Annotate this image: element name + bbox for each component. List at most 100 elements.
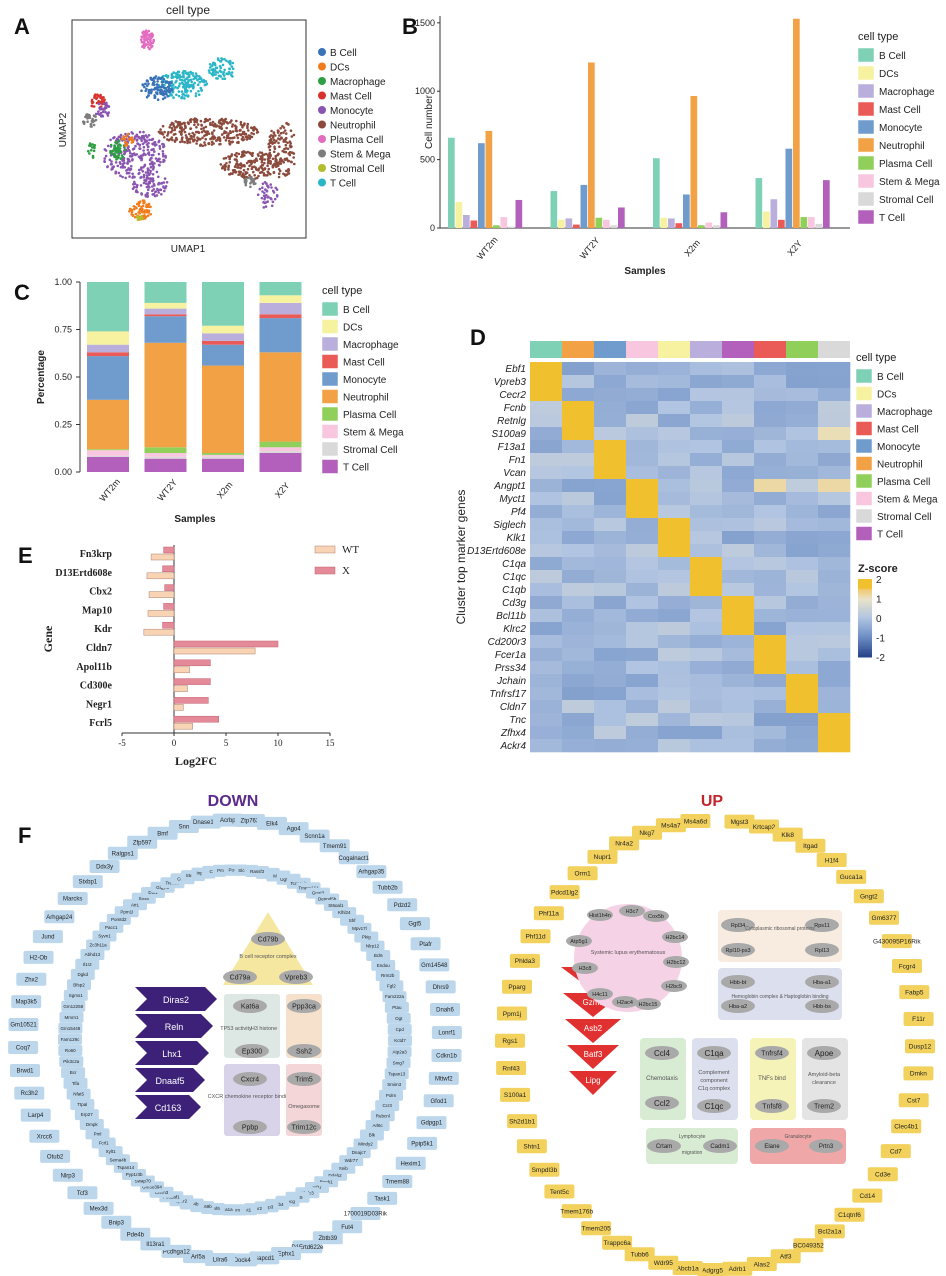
f-gene-pill-label: Apoe: [815, 1049, 834, 1058]
umap-point: [237, 152, 241, 156]
d-gene-label: Pf4: [511, 507, 526, 518]
umap-point: [121, 175, 124, 179]
umap-point: [241, 172, 245, 175]
umap-point: [269, 183, 273, 186]
b-bar-wt2m-dcs: [455, 202, 463, 228]
b-legend-swatch-stem-mega: [857, 173, 875, 189]
umap-point: [140, 208, 144, 211]
d-cell-klk1-neutrophil: [562, 531, 595, 545]
umap-point: [159, 77, 162, 80]
umap-point: [241, 130, 245, 134]
d-cell-s100a9-stem-mega: [626, 427, 659, 441]
umap-cluster-mast-cell: [90, 93, 107, 109]
f-lupus-node-label: Atp5g1: [570, 939, 587, 945]
umap-point: [92, 114, 96, 117]
d-cell-myct1-stromal-cell: [818, 492, 851, 506]
d-col-annot-b-cell: [530, 341, 562, 358]
umap-point: [119, 133, 123, 137]
f-down-outer-node-label: H2-Ob: [30, 956, 48, 962]
umap-point: [181, 93, 184, 96]
c-legend-title: cell type: [322, 285, 362, 297]
umap-point: [128, 168, 132, 172]
umap-point: [261, 155, 264, 159]
f-down-inner-node-label: Zc3h11a: [90, 943, 108, 948]
umap-point: [182, 75, 185, 79]
f-up-outer-node-label: Klk8: [781, 832, 794, 839]
umap-point: [170, 89, 174, 92]
d-gene-label: D13Ertd608e: [467, 546, 526, 557]
d-cell-ebf1-neutrophil: [562, 362, 595, 376]
umap-point: [284, 143, 288, 147]
umap-point: [128, 210, 131, 213]
d-cell-tnfrsf17-macrophage: [690, 687, 723, 701]
d-cell-vcan-dcs: [658, 466, 691, 480]
d-colorbar-step: [858, 635, 872, 638]
umap-point: [123, 148, 127, 151]
umap-point: [174, 85, 177, 89]
f-gene-pill-label: Kat6a: [241, 1003, 259, 1010]
umap-point: [168, 80, 172, 84]
umap-point: [219, 60, 223, 63]
f-gene-pill: [233, 999, 267, 1013]
d-cell-zfhx4-plasma-cell: [786, 726, 819, 740]
f-up-outer-node-label: Alas2: [754, 1261, 771, 1268]
d-cell-pf4-stem-mega: [626, 505, 659, 519]
d-gene-label: Zfhx4: [500, 728, 526, 739]
umap-point: [256, 193, 260, 196]
b-bar-wt2m-macrophage: [463, 215, 470, 228]
d-cell-fn1-b-cell: [530, 453, 563, 467]
umap-point: [158, 144, 161, 148]
f-group-label: Cytoplasmic ribosomal proteins: [745, 926, 815, 932]
umap-point: [194, 92, 198, 95]
d-cell-cd3g-monocyte: [594, 596, 627, 610]
umap-point: [274, 157, 277, 160]
f-down-outer-node-box: [372, 880, 403, 894]
umap-point: [121, 159, 124, 162]
d-cell-vcan-t-cell: [722, 466, 755, 480]
f-up-outer-node-label: C1qtnf6: [838, 1212, 861, 1219]
d-cell-fcer1a-t-cell: [722, 648, 755, 662]
umap-point: [219, 66, 223, 69]
f-down-inner-node-label: Il1r2: [83, 962, 92, 967]
umap-point: [271, 200, 275, 204]
umap-point: [175, 138, 179, 141]
f-down-inner-node-label: Dnajc7: [352, 1150, 367, 1155]
f-down-arrow-label: Cd163: [155, 1103, 182, 1113]
f-up-outer-node-box: [770, 1249, 801, 1264]
b-legend-swatch-stromal-cell: [857, 191, 875, 207]
umap-point: [216, 136, 220, 140]
c-bar-x2m-t-cell: [202, 458, 244, 472]
umap-point: [267, 159, 270, 163]
umap-point: [252, 170, 255, 174]
umap-point: [266, 157, 270, 161]
f-lupus-node-label: Hist1h4n: [589, 913, 611, 919]
f-gene-pill: [279, 970, 313, 984]
d-cell-cecr2-stem-mega: [626, 388, 659, 402]
d-cell-jchain-stem-mega: [626, 674, 659, 688]
d-legend-label-macrophage: Macrophage: [877, 407, 933, 418]
umap-point: [256, 153, 260, 156]
f-up-outer-node-label: Rnf43: [502, 1065, 520, 1072]
d-cell-retnlg-stromal-cell: [818, 414, 851, 428]
d-cell-cecr2-b-cell: [530, 388, 563, 402]
d-cell-prss34-stem-mega: [626, 661, 659, 675]
umap-point: [207, 69, 211, 72]
f-down-outer-node-box: [11, 995, 42, 1009]
umap-point: [167, 138, 171, 142]
umap-point: [278, 169, 282, 173]
d-cell-klrc2-neutrophil: [562, 622, 595, 636]
f-gene-pill: [233, 1072, 267, 1086]
f-down-outer-node-box: [44, 910, 75, 924]
f-gene-pill-label: Elane: [764, 1144, 780, 1150]
d-cell-bcl11b-stromal-cell: [818, 609, 851, 623]
umap-point: [167, 130, 170, 134]
f-up-outer-node-label: Orm1: [574, 871, 591, 878]
d-cell-myct1-t-cell: [722, 492, 755, 506]
umap-point: [269, 172, 272, 176]
f-down-inner-node-label: Pik3c2a: [63, 1059, 80, 1064]
umap-point: [141, 170, 145, 173]
f-down-outer-node-box: [382, 1175, 413, 1188]
d-cell-tnc-stem-mega: [626, 713, 659, 727]
umap-point: [237, 164, 240, 168]
